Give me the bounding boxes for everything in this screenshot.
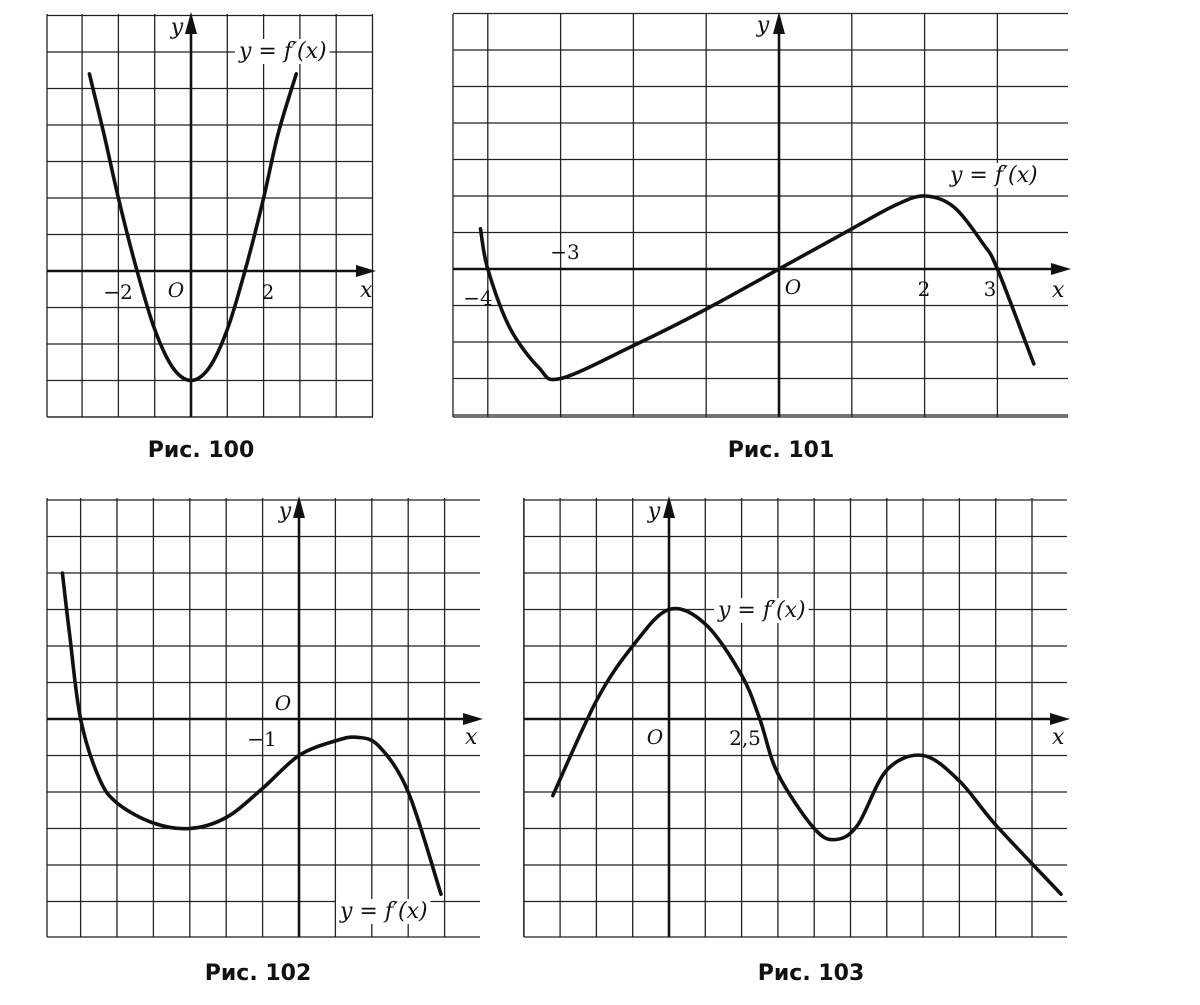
tick-label: 2,5	[729, 726, 761, 750]
curve-label-background	[714, 598, 809, 623]
origin-label: O	[785, 275, 801, 299]
curve-label-background	[336, 899, 431, 924]
curve-label: y = f′(x)	[717, 598, 806, 623]
x-axis-label: x	[360, 278, 373, 303]
x-axis-label: x	[1052, 278, 1065, 303]
grid	[452, 12, 1068, 418]
tick-label: 3	[984, 277, 997, 301]
y-axis-arrow	[663, 496, 675, 518]
curve-label: y = f′(x)	[949, 163, 1038, 188]
grid	[46, 14, 374, 418]
series-line-1	[551, 606, 1063, 896]
y-axis-label: y	[170, 15, 184, 40]
chart-panel-2: −4 −3 2 3 O x y y = f′(x) Рис. 101	[452, 12, 1071, 463]
tick-label: 2	[918, 277, 931, 301]
tick-label: −2	[103, 280, 132, 304]
x-axis-arrow	[356, 265, 376, 277]
x-axis-arrow	[1050, 713, 1070, 725]
figure-caption: Рис. 102	[205, 961, 312, 986]
tick-label: −4	[463, 286, 492, 310]
y-axis-label: y	[278, 499, 292, 524]
y-axis-label: y	[647, 499, 661, 524]
curve-label: y = f′(x)	[339, 899, 428, 924]
series-line-1	[478, 194, 1036, 382]
curve-label-background	[235, 39, 330, 64]
origin-label: O	[168, 278, 184, 302]
figure-caption: Рис. 103	[758, 961, 865, 986]
origin-label: O	[275, 691, 291, 715]
y-axis-label: y	[756, 13, 770, 38]
chart-panel-3: −1 Ox y y = f′(x) Рис. 102	[46, 496, 483, 986]
figure-caption: Рис. 101	[728, 438, 835, 463]
origin-label: O	[647, 725, 663, 749]
x-axis-arrow	[1051, 263, 1071, 275]
chart-panel-1: −2 2 O x y y = f′(x) Рис. 100	[46, 12, 376, 463]
grid	[46, 498, 480, 938]
series-line-1	[60, 571, 443, 896]
y-axis-arrow	[773, 12, 785, 34]
grid	[523, 498, 1067, 938]
tick-label: −3	[550, 240, 579, 264]
curve-label-background	[946, 163, 1041, 188]
x-axis-label: x	[1052, 725, 1065, 750]
y-axis-arrow	[185, 12, 197, 34]
tick-label: 2	[262, 280, 275, 304]
y-axis-arrow	[293, 496, 305, 518]
chart-panel-4: 2,5 O x y y = f′(x) Рис. 103	[523, 496, 1070, 986]
tick-label: −1	[247, 727, 276, 751]
figure-caption: Рис. 100	[148, 438, 255, 463]
x-axis-label: x	[465, 725, 478, 750]
series-line-1	[87, 72, 299, 383]
curve-label: y = f′(x)	[238, 39, 327, 64]
x-axis-arrow	[463, 713, 483, 725]
